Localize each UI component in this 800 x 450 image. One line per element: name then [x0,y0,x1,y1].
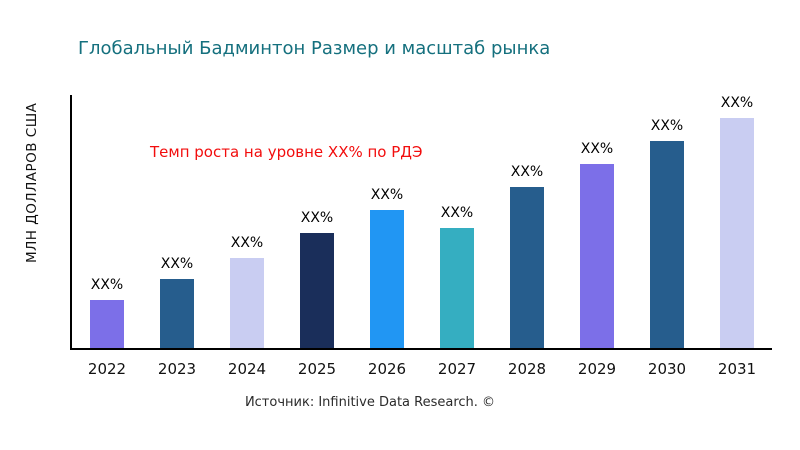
chart-title: Глобальный Бадминтон Размер и масштаб ры… [78,38,551,59]
x-tick-label: 2031 [717,360,757,378]
bar-group-2030: XX% 2030 [635,118,699,378]
x-tick-label: 2025 [297,360,337,378]
x-tick-label: 2026 [367,360,407,378]
bar [440,228,474,348]
x-tick-label: 2028 [507,360,547,378]
bar-group-2027: XX% 2027 [425,205,489,378]
plot-area: Темп роста на уровне XX% по РДЭ XX% 2022 X… [70,95,772,378]
bar-group-2024: XX% 2024 [215,235,279,378]
bar-value-label: XX% [440,205,474,221]
bar-group-2028: XX% 2028 [495,164,559,378]
bar [300,233,334,348]
bar [230,258,264,348]
bar-value-label: XX% [90,277,124,293]
x-tick-label: 2029 [577,360,617,378]
bar [650,141,684,348]
x-tick-label: 2030 [647,360,687,378]
bar [90,300,124,348]
bar-value-label: XX% [370,187,404,203]
y-axis-label: МЛН ДОЛЛАРОВ США [24,102,40,264]
bar [510,187,544,348]
source-text: Источник: Infinitive Data Research. © [244,395,496,410]
bar-value-label: XX% [720,95,754,111]
bar [580,164,614,348]
bar-group-2023: XX% 2023 [145,256,209,378]
bar [160,279,194,348]
bar-value-label: XX% [160,256,194,272]
bar-value-label: XX% [510,164,544,180]
bar-group-2026: XX% 2026 [355,187,419,378]
bar [370,210,404,348]
bar-value-label: XX% [650,118,684,134]
bar-group-2029: XX% 2029 [565,141,629,378]
bar-group-2031: XX% 2031 [705,95,769,378]
bar-group-2025: XX% 2025 [285,210,349,378]
growth-rate-annotation: Темп роста на уровне XX% по РДЭ [150,143,423,161]
x-tick-label: 2027 [437,360,477,378]
bar [720,118,754,348]
bar-group-2022: XX% 2022 [75,277,139,378]
x-tick-label: 2022 [87,360,127,378]
bar-series: XX% 2022 XX% 2023 XX% 2024 XX% 2025 XX% 2026 XX% 20… [72,95,772,378]
x-tick-label: 2023 [157,360,197,378]
bar-value-label: XX% [300,210,334,226]
x-tick-label: 2024 [227,360,267,378]
bar-value-label: XX% [580,141,614,157]
bar-value-label: XX% [230,235,264,251]
